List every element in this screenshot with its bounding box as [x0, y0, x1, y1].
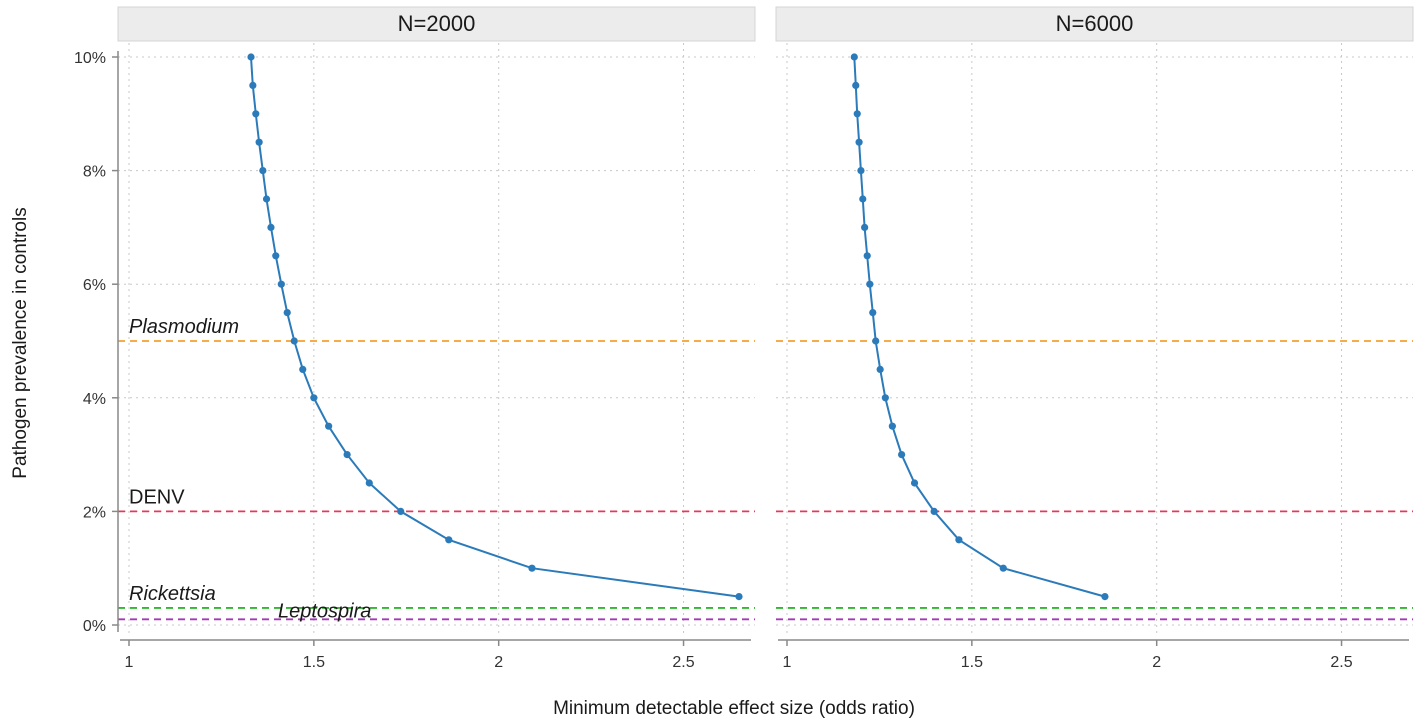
data-point: [343, 451, 351, 459]
series-line: [853, 56, 1106, 598]
data-point: [397, 507, 405, 515]
data-point: [853, 110, 861, 118]
data-point: [325, 422, 333, 430]
strip-label: N=2000: [398, 11, 476, 36]
x-tick-label: 2: [494, 654, 503, 671]
x-tick-label: 2.5: [1330, 654, 1352, 671]
data-point: [252, 110, 260, 118]
data-point: [999, 564, 1007, 572]
reference-label-leptospira: Leptospira: [278, 600, 371, 622]
x-tick-label: 2: [1152, 654, 1161, 671]
data-point: [247, 53, 255, 61]
y-tick-label: 0%: [83, 618, 106, 635]
data-point: [310, 394, 318, 402]
y-tick-label: 6%: [83, 277, 106, 294]
data-point: [735, 593, 743, 601]
x-axis-title: Minimum detectable effect size (odds rat…: [553, 698, 915, 719]
y-tick-label: 4%: [83, 391, 106, 408]
data-point: [528, 564, 536, 572]
data-point: [290, 337, 298, 345]
y-axis-title: Pathogen prevalence in controls: [10, 207, 31, 478]
data-point: [850, 53, 858, 61]
data-point: [277, 280, 285, 288]
data-point: [881, 394, 889, 402]
x-tick-label: 1: [125, 654, 134, 671]
panel-2: N=6000 1 1.5 2 2.5: [775, 6, 1414, 671]
panel-1: N=2000 1 1.5 2 2.5 0% 2% 4% 6% 8% 10% Plasmodium DEN…: [74, 6, 756, 671]
data-point: [859, 195, 867, 203]
data-point: [262, 195, 271, 203]
data-point: [855, 138, 863, 146]
data-point: [852, 81, 860, 89]
data-point: [888, 422, 896, 430]
data-point: [872, 337, 880, 345]
x-tick-label: 1: [783, 654, 792, 671]
reference-label-denv: DENV: [129, 486, 185, 508]
data-point: [876, 365, 884, 373]
data-point: [861, 223, 869, 231]
data-point: [299, 365, 307, 373]
y-tick-label: 10%: [74, 50, 106, 67]
data-point: [445, 536, 453, 544]
data-point: [249, 81, 257, 89]
data-point: [898, 451, 906, 459]
data-point: [866, 280, 874, 288]
data-point: [955, 536, 963, 544]
data-point: [272, 252, 280, 260]
data-point: [283, 309, 291, 317]
data-point: [863, 252, 871, 260]
strip-header: [775, 6, 1414, 42]
strip-header: [117, 6, 756, 42]
data-point: [857, 167, 865, 175]
x-tick-label: 1.5: [961, 654, 983, 671]
data-point: [255, 138, 263, 146]
strip-label: N=6000: [1056, 11, 1134, 36]
x-tick-label: 1.5: [303, 654, 325, 671]
data-point: [910, 479, 919, 487]
data-point: [259, 167, 267, 175]
reference-label-plasmodium: Plasmodium: [129, 316, 239, 338]
series-line: [250, 56, 740, 598]
x-tick-label: 2.5: [672, 654, 694, 671]
y-tick-label: 2%: [83, 504, 106, 521]
data-point: [930, 507, 938, 515]
data-point: [1101, 593, 1109, 601]
data-point: [365, 479, 373, 487]
data-point: [267, 223, 275, 231]
y-tick-label: 8%: [83, 164, 106, 181]
data-point: [869, 309, 877, 317]
reference-label-rickettsia: Rickettsia: [129, 583, 216, 605]
